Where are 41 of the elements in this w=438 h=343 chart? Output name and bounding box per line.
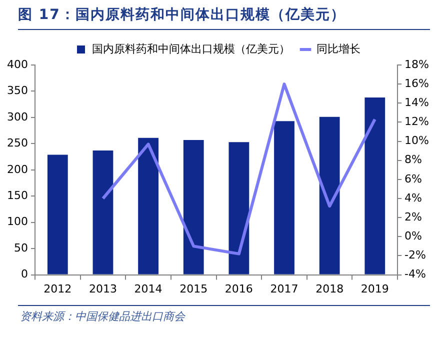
legend-label: 国内原料药和中间体出口规模（亿美元） [92,42,290,56]
x-tick-label: 2014 [134,282,162,296]
x-tick-label: 2016 [224,282,253,296]
y2-tick-label: 16% [404,76,430,90]
y-tick-label: 0 [20,268,28,281]
bar [319,116,340,274]
y-tick-label: 250 [6,136,28,150]
y-tick-label: 150 [6,188,28,202]
y2-tick-label: 14% [404,96,430,110]
y2-tick-label: 10% [404,134,430,148]
bar [92,150,114,274]
x-tick-label: 2013 [88,282,117,296]
y2-tick-label: 2% [404,210,422,224]
bar [364,98,386,274]
y2-tick-label: 4% [404,191,422,204]
x-tick-label: 2015 [180,282,208,296]
y-tick-label: 400 [6,58,28,71]
y-tick-label: 300 [6,110,28,124]
text: 资料来源：中国保健品进出口商会 [19,309,186,324]
chart-title: 图 17：国内原料药和中间体出口规模（亿美元） [17,6,346,24]
y-tick-label: 200 [6,162,28,176]
y2-tick-label: 0% [404,230,422,243]
x-tick-label: 2018 [316,282,344,296]
bar [228,142,250,274]
y2-tick-label: -2% [404,248,426,262]
legend-label: 同比增长 [316,42,360,56]
bar [47,154,68,274]
x-tick-label: 2017 [270,282,298,296]
bar [183,140,204,274]
y2-tick-label: 18% [404,58,430,71]
x-tick-label: 2019 [360,282,389,296]
bar [138,138,158,274]
bar [274,121,294,274]
y-tick-label: 50 [14,241,28,254]
y-tick-label: 350 [6,84,28,98]
y2-tick-label: 6% [404,172,422,186]
y2-tick-label: -4% [404,268,426,281]
x-tick-label: 2012 [44,282,72,296]
y-tick-label: 100 [6,215,28,228]
y2-tick-label: 12% [404,115,430,128]
y2-tick-label: 8% [404,153,422,166]
